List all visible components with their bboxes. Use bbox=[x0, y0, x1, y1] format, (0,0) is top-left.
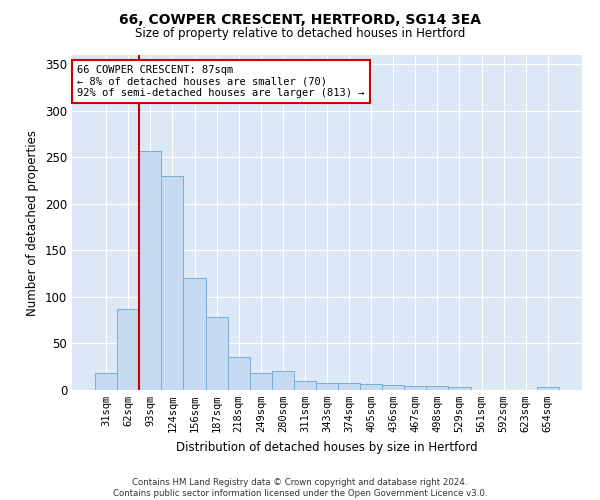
Bar bbox=[537, 387, 559, 390]
Bar bbox=[206, 318, 227, 390]
Y-axis label: Number of detached properties: Number of detached properties bbox=[26, 130, 40, 316]
Bar bbox=[294, 380, 316, 390]
Text: Size of property relative to detached houses in Hertford: Size of property relative to detached ho… bbox=[135, 28, 465, 40]
Text: 66, COWPER CRESCENT, HERTFORD, SG14 3EA: 66, COWPER CRESCENT, HERTFORD, SG14 3EA bbox=[119, 12, 481, 26]
Bar bbox=[404, 386, 427, 390]
Bar bbox=[95, 373, 117, 390]
Bar bbox=[360, 384, 382, 390]
Bar bbox=[227, 358, 250, 390]
Bar bbox=[382, 386, 404, 390]
Bar bbox=[184, 278, 206, 390]
Bar bbox=[427, 386, 448, 390]
Bar bbox=[338, 382, 360, 390]
Bar bbox=[316, 382, 338, 390]
Bar bbox=[161, 176, 184, 390]
Bar bbox=[448, 387, 470, 390]
Bar bbox=[139, 151, 161, 390]
Bar bbox=[117, 309, 139, 390]
Text: Contains HM Land Registry data © Crown copyright and database right 2024.
Contai: Contains HM Land Registry data © Crown c… bbox=[113, 478, 487, 498]
Bar bbox=[272, 372, 294, 390]
Bar bbox=[250, 373, 272, 390]
X-axis label: Distribution of detached houses by size in Hertford: Distribution of detached houses by size … bbox=[176, 440, 478, 454]
Text: 66 COWPER CRESCENT: 87sqm
← 8% of detached houses are smaller (70)
92% of semi-d: 66 COWPER CRESCENT: 87sqm ← 8% of detach… bbox=[77, 65, 365, 98]
